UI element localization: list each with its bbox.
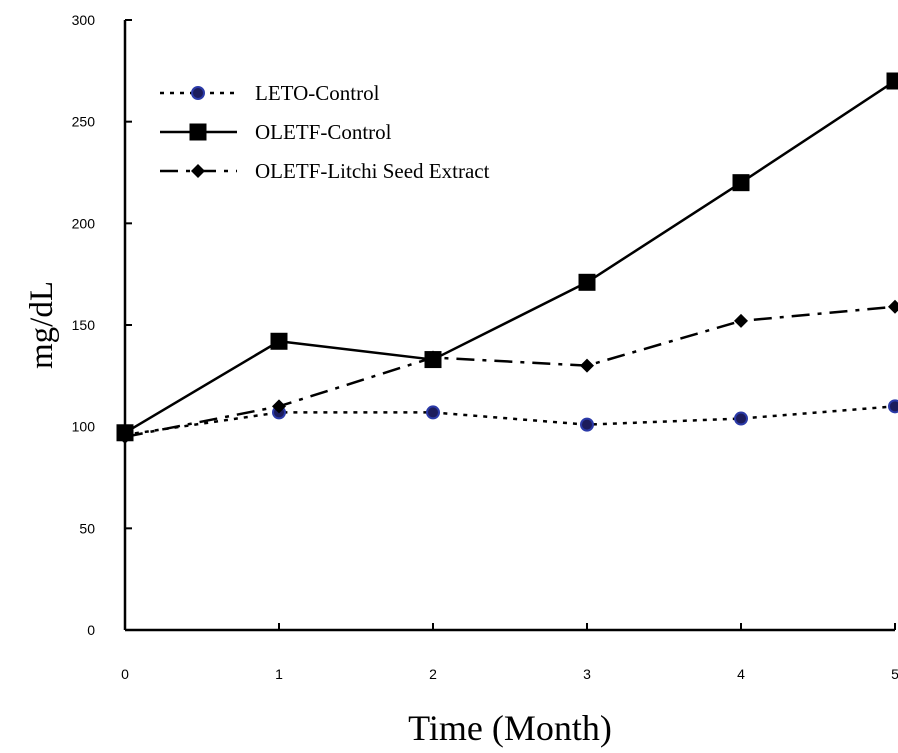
y-tick-label: 200 [72, 215, 96, 231]
diamond-marker [272, 399, 286, 414]
x-tick-label: 1 [275, 666, 283, 682]
diamond-marker [426, 350, 440, 365]
y-tick-label: 50 [79, 520, 95, 536]
legend-label: LETO-Control [255, 81, 380, 105]
diamond-marker [191, 164, 205, 178]
x-tick-label: 5 [891, 666, 898, 682]
x-tick-label: 2 [429, 666, 437, 682]
series-line [124, 405, 896, 437]
series-oletf-litchi-seed-extract [118, 299, 898, 444]
diamond-marker [734, 313, 748, 328]
diamond-marker [118, 429, 132, 444]
circle-marker [426, 405, 440, 420]
x-tick-label: 3 [583, 666, 591, 682]
series-line [124, 79, 896, 434]
circle-marker [888, 399, 898, 414]
y-tick-label: 100 [72, 419, 96, 435]
legend: LETO-Control OLETF-Control OLETF-Litchi Se… [160, 81, 490, 183]
square-marker [732, 174, 750, 192]
y-axis-title: mg/dL [24, 281, 60, 369]
circle-marker [191, 86, 205, 100]
square-marker [189, 123, 207, 141]
axes [123, 20, 895, 632]
x-tick-label: 4 [737, 666, 745, 682]
square-marker [578, 273, 596, 291]
circle-marker [580, 417, 594, 432]
diamond-marker [888, 299, 898, 314]
series-leto-control [118, 399, 898, 442]
y-tick-label: 0 [87, 622, 95, 638]
circle-marker [734, 411, 748, 426]
series [116, 72, 898, 444]
x-axis-title: Time (Month) [408, 708, 612, 748]
diamond-marker [580, 358, 594, 373]
square-marker [886, 72, 898, 90]
legend-label: OLETF-Litchi Seed Extract [255, 159, 490, 183]
series-line [124, 305, 896, 439]
legend-label: OLETF-Control [255, 120, 392, 144]
x-tick-label: 0 [121, 666, 129, 682]
y-tick-label: 150 [72, 317, 96, 333]
y-tick-label: 300 [72, 12, 96, 28]
series-oletf-control [116, 72, 898, 442]
y-tick-label: 250 [72, 114, 96, 130]
ticks: 0 50 100 150 200 250 300 0 1 2 3 4 5 [72, 12, 898, 682]
square-marker [270, 332, 288, 350]
